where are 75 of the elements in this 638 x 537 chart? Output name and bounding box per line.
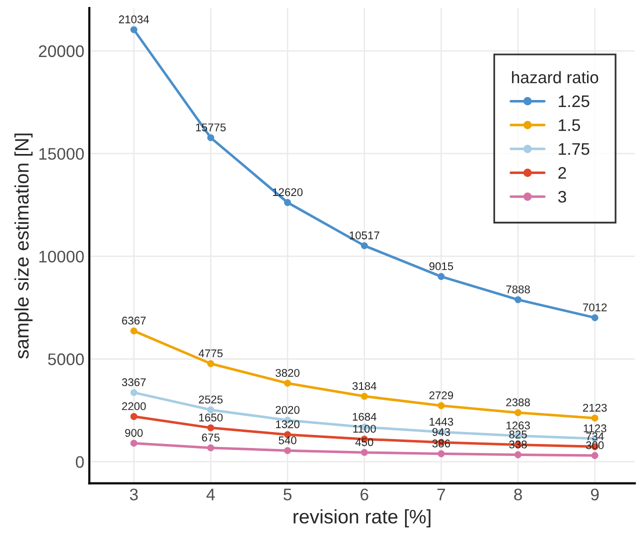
x-tick-label: 8 — [514, 488, 522, 500]
data-label: 675 — [202, 434, 220, 442]
y-tick-label: 20000 — [38, 45, 84, 58]
data-label: 900 — [125, 428, 143, 437]
data-label: 3820 — [276, 369, 300, 377]
point — [360, 242, 368, 250]
data-label: 6367 — [122, 316, 146, 325]
x-axis-title: revision rate [%] — [294, 509, 430, 528]
data-label: 540 — [278, 436, 296, 444]
data-label: 2388 — [506, 398, 530, 406]
point — [207, 134, 214, 142]
data-label: 1123 — [584, 424, 606, 432]
point — [514, 296, 522, 304]
point — [514, 409, 522, 416]
data-label: 2123 — [583, 404, 607, 412]
data-label: 10517 — [350, 231, 380, 240]
data-label: 3184 — [352, 382, 376, 390]
point — [207, 360, 214, 368]
data-label: 825 — [509, 430, 527, 438]
point — [207, 424, 214, 432]
x-tick-label: 9 — [591, 488, 599, 500]
data-label: 21034 — [118, 15, 150, 24]
point — [438, 273, 445, 280]
legend-label: 2 — [558, 166, 566, 179]
legend-title: hazard ratio — [512, 71, 598, 84]
legend-label: 1.75 — [558, 143, 590, 155]
data-label: 1100 — [353, 424, 376, 433]
data-label: 7012 — [583, 303, 607, 312]
data-label: 2729 — [429, 391, 454, 400]
x-tick-label: 4 — [206, 488, 215, 500]
y-tick-label: 0 — [76, 456, 84, 468]
point — [360, 392, 368, 400]
point — [284, 199, 292, 206]
legend-label: 1.25 — [558, 95, 590, 108]
data-label: 943 — [432, 428, 450, 436]
data-label: 734 — [586, 432, 604, 440]
point — [130, 440, 138, 447]
point — [130, 413, 138, 420]
point — [591, 452, 598, 460]
data-label: 2525 — [198, 396, 223, 404]
data-label: 1263 — [506, 422, 530, 430]
y-tick-label: 10000 — [39, 250, 84, 262]
x-tick-label: 7 — [437, 488, 445, 500]
y-tick-label: 5000 — [48, 353, 84, 366]
data-label: 450 — [355, 438, 374, 446]
point — [438, 402, 445, 410]
data-label: 4775 — [198, 350, 223, 358]
point — [514, 451, 522, 458]
data-label: 9015 — [429, 262, 454, 270]
point — [130, 327, 138, 334]
legend-label: 3 — [558, 190, 566, 203]
point — [130, 26, 138, 34]
point — [591, 314, 598, 322]
point — [130, 389, 138, 396]
data-label: 2200 — [122, 402, 146, 410]
data-label: 1684 — [352, 412, 376, 421]
y-tick-label: 15000 — [39, 148, 84, 160]
point — [207, 444, 214, 452]
data-label: 1320 — [276, 420, 300, 428]
data-label: 7888 — [506, 285, 530, 294]
x-tick-label: 3 — [130, 488, 138, 500]
data-label: 1443 — [430, 418, 454, 426]
point — [360, 448, 368, 456]
x-tick-label: 6 — [360, 488, 368, 500]
y-axis-title: sample size estimation [N] — [14, 134, 33, 359]
point — [207, 406, 214, 414]
point — [591, 414, 598, 422]
point — [438, 450, 445, 458]
data-label: 1650 — [199, 414, 223, 422]
point — [284, 380, 292, 387]
x-tick-label: 5 — [284, 488, 292, 500]
data-label: 2020 — [276, 406, 300, 414]
point — [284, 447, 292, 454]
legend-label: 1.5 — [558, 119, 580, 132]
data-label: 3367 — [122, 378, 146, 386]
